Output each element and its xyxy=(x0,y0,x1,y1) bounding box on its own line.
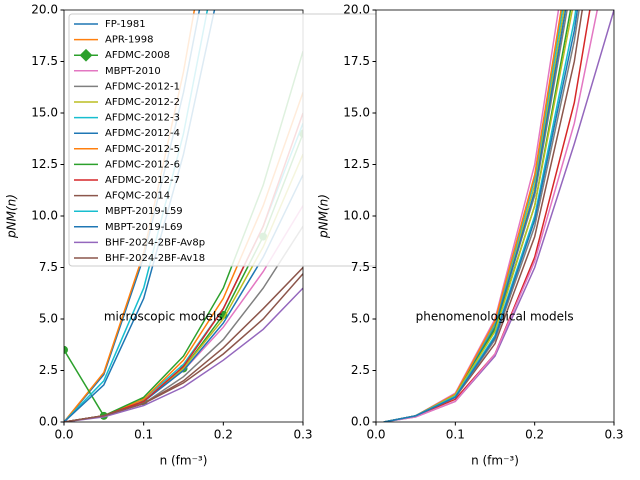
y-tick-label: 17.5 xyxy=(343,54,370,68)
legend-label: AFDMC-2012-7 xyxy=(105,175,180,186)
y-tick-label: 5.0 xyxy=(39,312,58,326)
y-tick-label: 2.5 xyxy=(39,363,58,377)
data-point xyxy=(219,310,228,319)
y-axis-label: pNM(n) xyxy=(5,194,19,239)
plot-area xyxy=(376,10,614,422)
series-line xyxy=(383,10,599,422)
legend-label: AFDMC-2008 xyxy=(105,50,170,61)
x-tick-label: 0.0 xyxy=(366,428,385,442)
x-axis-label: n (fm⁻³) xyxy=(160,454,208,468)
y-tick-label: 15.0 xyxy=(31,106,58,120)
legend-label: AFDMC-2012-1 xyxy=(105,81,180,92)
plot-lines xyxy=(383,10,614,422)
legend-label: MBPT-2010 xyxy=(105,66,161,77)
x-tick-label: 0.3 xyxy=(604,428,623,442)
x-tick-label: 0.0 xyxy=(54,428,73,442)
y-tick-label: 2.5 xyxy=(351,363,370,377)
data-point xyxy=(64,345,68,354)
y-tick-label: 10.0 xyxy=(31,209,58,223)
y-tick-label: 7.5 xyxy=(39,260,58,274)
y-tick-label: 15.0 xyxy=(343,106,370,120)
legend-label: FP-1981 xyxy=(105,19,146,30)
y-tick-label: 5.0 xyxy=(351,312,370,326)
legend-label: BHF-2024-2BF-Av18 xyxy=(105,253,205,264)
y-tick-label: 7.5 xyxy=(351,260,370,274)
y-tick-label: 0.0 xyxy=(351,415,370,429)
y-tick-label: 20.0 xyxy=(31,3,58,17)
axes: phenomenological models 0.0 0.1 0.2 0.3 n (fm… xyxy=(317,3,624,468)
legend-label: AFDMC-2012-5 xyxy=(105,144,180,155)
annotation: microscopic models xyxy=(104,309,223,323)
legend-label: MBPT-2019-L59 xyxy=(105,206,183,217)
legend-label: BHF-2024-2BF-Av8p xyxy=(105,237,205,248)
x-tick-label: 0.2 xyxy=(214,428,233,442)
y-tick-label: 12.5 xyxy=(343,157,370,171)
y-tick-label: 17.5 xyxy=(31,54,58,68)
x-tick-label: 0.1 xyxy=(134,428,153,442)
legend-label: AFDMC-2012-6 xyxy=(105,159,180,170)
legend: FP-1981 APR-1998 AFDMC-2008 MBPT-2010 AFDMC-… xyxy=(68,13,410,267)
series-line xyxy=(64,273,303,422)
y-tick-label: 12.5 xyxy=(31,157,58,171)
y-tick-label: 0.0 xyxy=(39,415,58,429)
y-axis-label: pNM(n) xyxy=(317,194,331,239)
series-line xyxy=(383,10,579,422)
legend-label: AFDMC-2012-4 xyxy=(105,128,180,139)
annotation: phenomenological models xyxy=(416,309,574,323)
series-line xyxy=(64,287,303,422)
legend-label: AFQMC-2014 xyxy=(105,191,170,202)
y-tick-label: 20.0 xyxy=(343,3,370,17)
x-tick-label: 0.2 xyxy=(525,428,544,442)
x-axis-label: n (fm⁻³) xyxy=(471,454,519,468)
legend-label: MBPT-2019-L69 xyxy=(105,222,183,233)
legend-label: APR-1998 xyxy=(105,35,153,46)
x-tick-label: 0.3 xyxy=(293,428,312,442)
y-tick-label: 10.0 xyxy=(343,209,370,223)
legend-label: AFDMC-2012-3 xyxy=(105,113,180,124)
legend-label: AFDMC-2012-2 xyxy=(105,97,180,108)
x-tick-label: 0.1 xyxy=(446,428,465,442)
